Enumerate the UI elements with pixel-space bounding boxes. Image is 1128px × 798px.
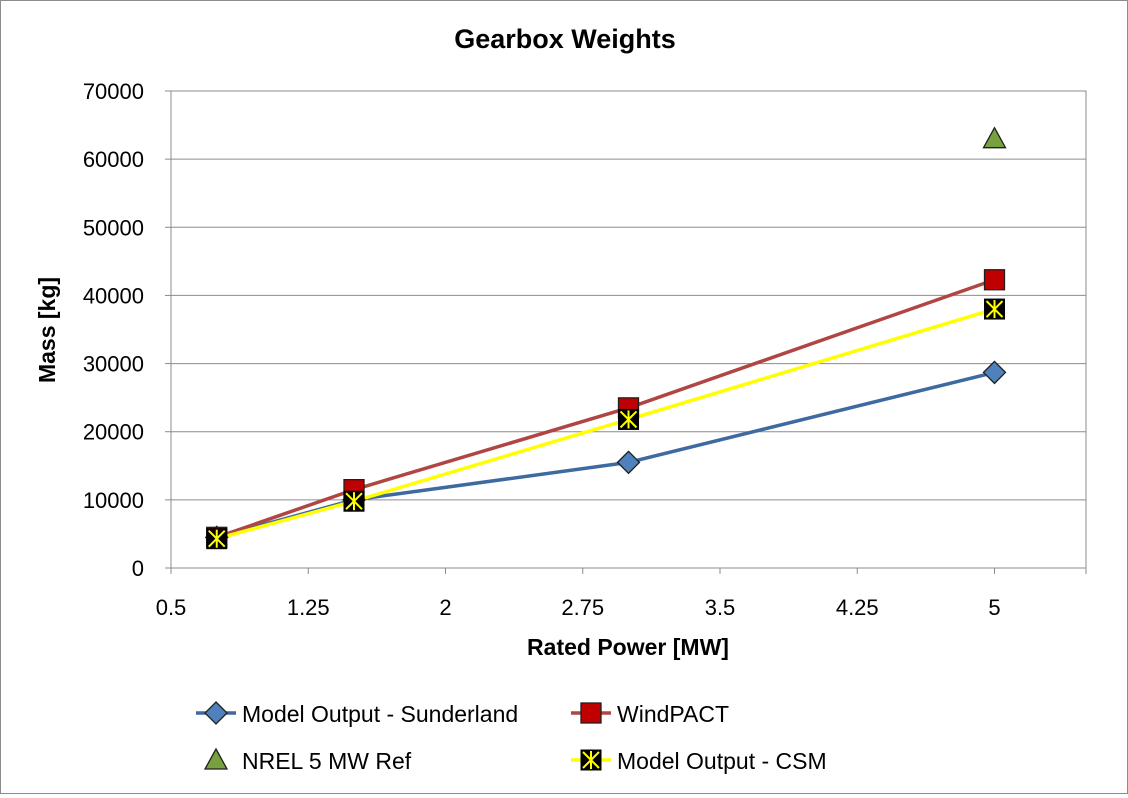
y-tick-label: 70000 xyxy=(83,79,144,104)
series-line-3 xyxy=(216,307,996,541)
y-axis-ticks: 0 10000 20000 30000 40000 50000 60000 70000 xyxy=(83,79,171,581)
legend-entry-1: WindPACT xyxy=(571,701,729,727)
chart-title: Gearbox Weights xyxy=(454,24,676,54)
legend-label: Model Output - Sunderland xyxy=(242,701,518,727)
legend-entry-2: NREL 5 MW Ref xyxy=(203,747,412,774)
data-point-series-2 xyxy=(982,126,1007,149)
data-point-series-3 xyxy=(343,490,365,512)
square-marker xyxy=(580,702,602,724)
y-tick-label: 20000 xyxy=(83,420,144,445)
series-line-1 xyxy=(216,278,996,539)
y-tick-label: 10000 xyxy=(83,488,144,513)
x-axis-title: Rated Power [MW] xyxy=(527,634,729,660)
x-tick-label: 0.5 xyxy=(156,595,187,620)
x-axis-ticks: 0.5 1.25 2 2.75 3.5 4.25 5 xyxy=(156,568,1087,620)
y-tick-label: 50000 xyxy=(83,215,144,240)
data-point-series-3 xyxy=(206,528,228,550)
y-axis-title: Mass [kg] xyxy=(34,277,60,383)
series-line-0 xyxy=(216,370,995,540)
series-markers xyxy=(204,126,1007,550)
diamond-marker xyxy=(204,701,228,725)
x-tick-label: 2 xyxy=(439,595,451,620)
x-tick-label: 5 xyxy=(988,595,1000,620)
legend-label: WindPACT xyxy=(617,701,729,727)
y-tick-label: 0 xyxy=(132,556,144,581)
plot-area xyxy=(170,90,1087,569)
x-tick-label: 2.75 xyxy=(561,595,604,620)
plot-border xyxy=(170,90,1087,569)
data-point-series-0 xyxy=(616,450,641,475)
x-tick-label: 1.25 xyxy=(287,595,330,620)
legend-label: Model Output - CSM xyxy=(617,748,827,774)
legend-entry-3: Model Output - CSM xyxy=(571,748,827,774)
legend: Model Output - Sunderland WindPACT NREL 5 … xyxy=(196,701,827,774)
diamond-marker xyxy=(982,360,1007,385)
y-tick-label: 40000 xyxy=(83,283,144,308)
data-point-series-3 xyxy=(618,408,639,430)
triangle-marker xyxy=(203,747,229,770)
data-point-series-0 xyxy=(982,360,1007,385)
y-tick-label: 30000 xyxy=(83,352,144,377)
legend-entry-0: Model Output - Sunderland xyxy=(196,701,518,727)
data-point-series-1 xyxy=(983,269,1006,291)
triangle-marker xyxy=(982,126,1007,149)
series-lines xyxy=(216,278,996,541)
x-tick-label: 3.5 xyxy=(705,595,736,620)
diamond-marker xyxy=(616,450,641,475)
legend-label: NREL 5 MW Ref xyxy=(242,748,412,774)
y-tick-label: 60000 xyxy=(83,147,144,172)
x-tick-label: 4.25 xyxy=(836,595,879,620)
square-marker xyxy=(983,269,1006,291)
data-point-series-3 xyxy=(984,298,1005,320)
